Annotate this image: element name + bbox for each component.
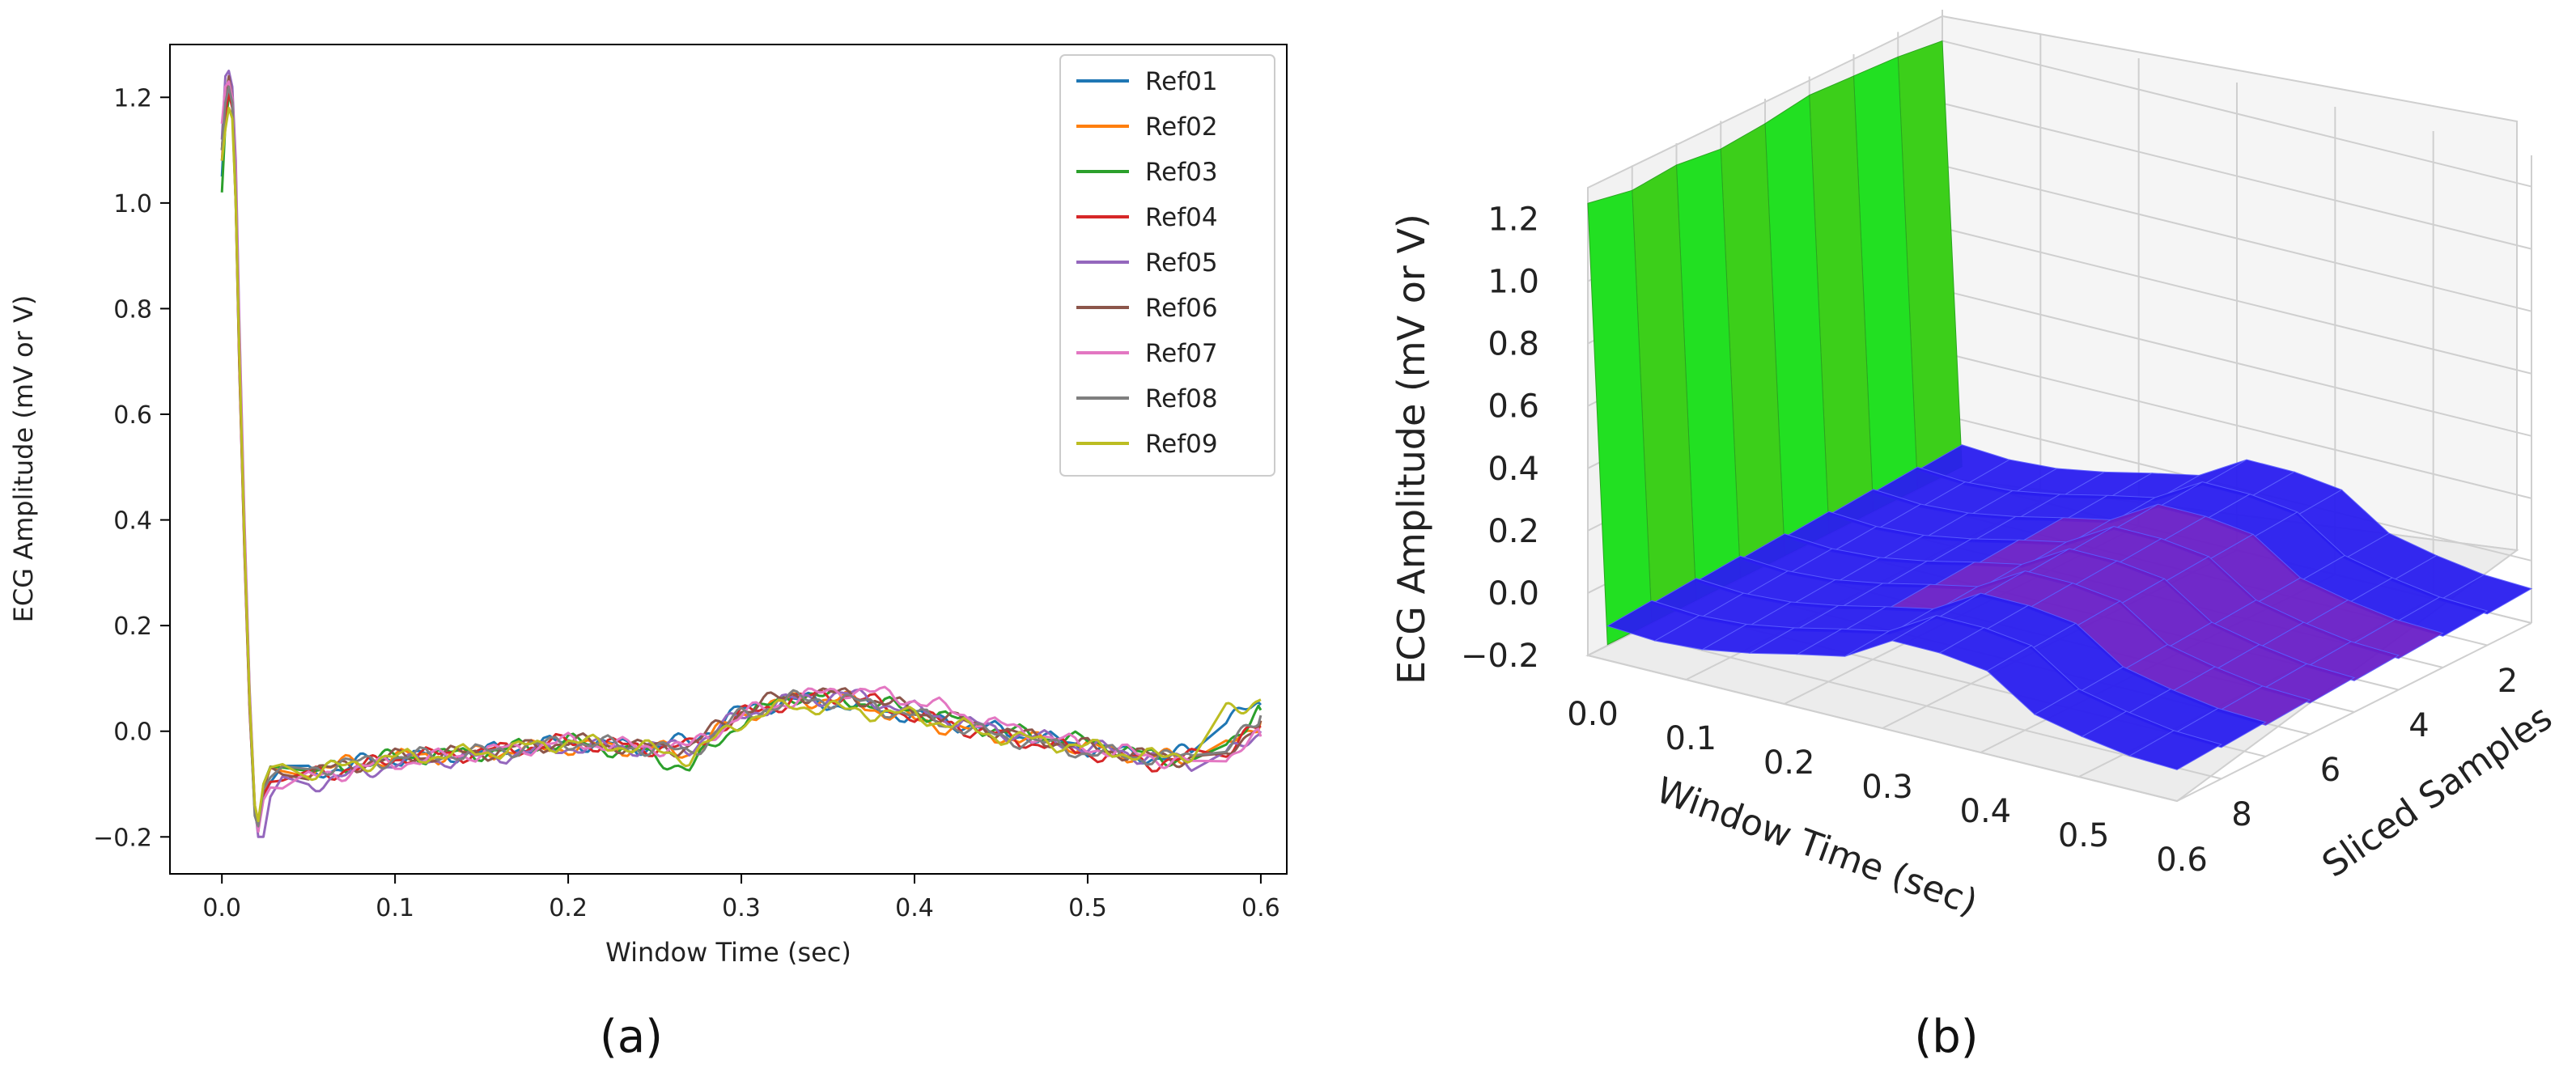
z-tick-label: 0.6 [1487,388,1539,426]
x-axis-label: Window Time (sec) [605,937,851,968]
legend-label-ref07: Ref07 [1145,339,1218,368]
panel-a-caption: (a) [600,1011,663,1063]
panel-a-line-chart: 0.0 0.1 0.2 0.3 0.4 0.5 0.6 −0.2 0.0 0.2 0.4 0.6 0.8… [8,44,1288,1063]
series-lines [220,70,1263,838]
y-tick-label-3d: 2 [2497,663,2518,700]
grid-line [1632,632,2222,780]
axis-ticks: 0.0 0.1 0.2 0.3 0.4 0.5 0.6 −0.2 0.0 0.2 0.4 0.6 0.8… [93,84,1280,922]
y-tick-label: 1.2 [113,84,152,112]
x-tick-label-3d: 0.5 [2058,817,2110,854]
z-tick-label: 0.8 [1487,326,1539,363]
y-tick-label: 0.4 [113,507,152,536]
axis-ticks: −0.2 0.0 0.2 0.4 0.6 0.8 1.0 1.2 0.0 0.1 0.2 0.3 0.4… [1461,201,2518,879]
x-tick-label: 0.0 [202,894,241,922]
y-tick-label: 0.6 [113,401,152,430]
z-tick-label: 1.2 [1487,201,1539,239]
legend-label-ref01: Ref01 [1145,67,1218,96]
legend-label-ref03: Ref03 [1145,158,1218,187]
x-tick-label-3d: 0.3 [1861,769,1913,806]
panel-b-3d-surface: −0.2 0.0 0.2 0.4 0.6 0.8 1.0 1.2 0.0 0.1 0.2 0.3 0.4… [1390,10,2560,1063]
surface-base-facet [2128,730,2223,770]
legend: Ref01 Ref02 Ref03 Ref04 Ref05 Ref06 Ref07 Ref08… [1059,54,1275,477]
legend-label-ref05: Ref05 [1145,248,1218,278]
x-tick-label: 0.4 [895,894,934,922]
grid-line [1587,655,2178,802]
y-tick-label-3d: 8 [2231,796,2251,833]
y-tick-label: 1.0 [113,190,152,218]
y-tick-label-3d: 4 [2408,707,2429,744]
y-tick-label: 0.2 [113,613,152,641]
y-axis-label: ECG Amplitude (mV or V) [8,295,39,623]
z-tick-label: 0.4 [1487,451,1539,488]
x-tick-label-3d: 0.0 [1567,696,1619,733]
y-tick-label: 0.8 [113,295,152,324]
x-axis-label-3d: Window Time (sec) [1651,769,1983,924]
surface [1587,40,2533,770]
z-tick-label: 0.2 [1487,513,1539,550]
z-tick-label: 1.0 [1487,264,1539,301]
z-axis-label: ECG Amplitude (mV or V) [1390,214,1433,685]
legend-label-ref06: Ref06 [1145,294,1218,323]
y-tick-label: −0.2 [93,824,152,852]
x-tick-label-3d: 0.4 [1960,793,2012,830]
legend-label-ref04: Ref04 [1145,203,1218,232]
legend-box [1059,54,1275,477]
series-line-ref09 [220,106,1262,823]
x-tick-label: 0.5 [1068,894,1107,922]
x-tick-label-3d: 0.1 [1666,720,1717,757]
panel-b-caption: (b) [1914,1011,1978,1063]
y-tick-label-3d: 6 [2320,752,2340,789]
x-tick-label: 0.6 [1241,894,1280,922]
legend-label-ref09: Ref09 [1145,430,1218,459]
surface-peak-facet [1587,189,1653,646]
z-tick-label: −0.2 [1461,638,1539,675]
x-tick-label-3d: 0.2 [1763,744,1815,782]
y-axis-label-3d: Sliced Samples [2315,697,2559,886]
series-line-ref08 [220,85,1263,828]
x-tick-label: 0.3 [722,894,761,922]
y-tick-label: 0.0 [113,719,152,747]
z-tick-label: 0.0 [1487,575,1539,613]
legend-label-ref02: Ref02 [1145,112,1218,142]
x-tick-label: 0.1 [376,894,414,922]
legend-label-ref08: Ref08 [1145,384,1218,413]
x-tick-label: 0.2 [549,894,588,922]
x-tick-label-3d: 0.6 [2156,841,2208,879]
